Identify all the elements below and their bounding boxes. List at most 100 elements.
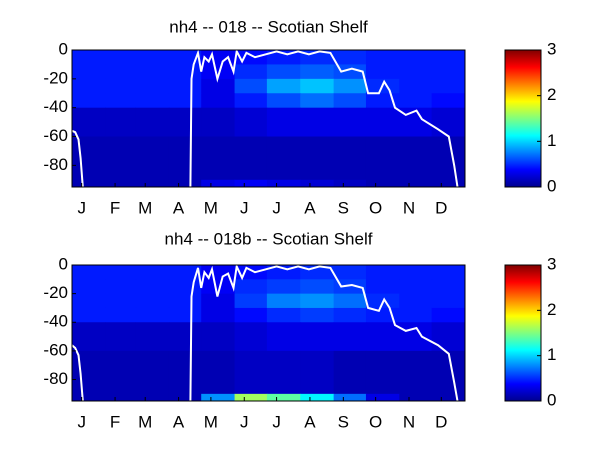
heat-cell: [399, 350, 433, 395]
heat-cell: [168, 293, 202, 309]
heat-cell: [168, 50, 202, 65]
heat-cell: [201, 307, 236, 323]
heat-cell: [72, 307, 106, 323]
heat-cell: [135, 393, 170, 402]
heat-cell: [234, 293, 268, 309]
heat-cell: [399, 322, 433, 352]
chart-title: nh4 -- 018b -- Scotian Shelf: [165, 229, 373, 248]
heat-cell: [365, 322, 400, 352]
heat-cell: [201, 322, 236, 352]
heat-cell: [234, 93, 268, 109]
heat-cell: [105, 265, 137, 280]
heat-cell: [431, 136, 466, 181]
heat-cell: [168, 136, 202, 181]
axes-frame: [71, 264, 466, 402]
heat-cell: [300, 93, 335, 109]
heat-cell: [168, 107, 202, 138]
heat-cell: [234, 136, 268, 181]
heat-cell: [431, 279, 466, 295]
colorbar-tick-label: 3: [547, 254, 556, 273]
heat-cell: [431, 93, 466, 109]
heat-cell: [266, 322, 301, 352]
heat-cell: [234, 307, 268, 323]
heat-cell: [266, 279, 301, 295]
heat-cell: [234, 78, 268, 94]
x-tick-label: J: [272, 198, 281, 217]
heat-cell: [399, 279, 433, 295]
heat-cell: [72, 93, 106, 109]
heat-cell: [72, 107, 106, 138]
heat-cell: [201, 93, 236, 109]
x-tick-label: A: [173, 198, 185, 217]
heat-cell: [72, 179, 106, 188]
heat-cell: [135, 322, 170, 352]
heat-cell: [105, 307, 137, 323]
heat-cell: [333, 350, 367, 395]
heat-cell: [105, 107, 137, 138]
heat-cell: [105, 50, 137, 65]
heat-cell: [72, 350, 106, 395]
x-tick-label: D: [435, 198, 447, 217]
heat-cell: [333, 393, 367, 402]
colorbar-tick-label: 2: [547, 85, 556, 104]
heat-cell: [365, 393, 400, 402]
heat-cell: [266, 179, 301, 188]
heat-cell: [266, 293, 301, 309]
heat-cell: [333, 322, 367, 352]
heat-cell: [234, 322, 268, 352]
heat-cell: [431, 50, 466, 65]
x-tick-label: M: [138, 198, 152, 217]
heat-cell: [333, 107, 367, 138]
heat-cell: [135, 107, 170, 138]
heat-cell: [72, 293, 106, 309]
mixed-layer-line: [71, 262, 459, 402]
heat-cell: [105, 393, 137, 402]
heat-cell: [135, 136, 170, 181]
heat-cell: [135, 279, 170, 295]
heat-cell: [399, 50, 433, 65]
heat-cell: [399, 136, 433, 181]
heat-cell: [365, 307, 400, 323]
mixed-layer-line: [71, 48, 459, 188]
heat-cell: [300, 322, 335, 352]
heat-cell: [333, 265, 367, 280]
heat-cell: [365, 179, 400, 188]
heat-cell: [431, 179, 466, 188]
heat-cell: [168, 78, 202, 94]
x-tick-label: D: [435, 412, 447, 431]
heat-cell: [300, 393, 335, 402]
x-tick-label: S: [338, 412, 349, 431]
heat-cell: [168, 322, 202, 352]
chart-title: nh4 -- 018 -- Scotian Shelf: [169, 17, 368, 36]
heat-cell: [300, 136, 335, 181]
x-tick-label: M: [204, 198, 218, 217]
heat-cell: [300, 107, 335, 138]
colorbar: [504, 264, 542, 402]
heat-cell: [300, 307, 335, 323]
heat-cell: [333, 279, 367, 295]
heat-cell: [333, 78, 367, 94]
heat-cell: [431, 350, 466, 395]
heat-cell: [300, 78, 335, 94]
y-tick-label: -60: [43, 340, 68, 359]
x-tick-label: J: [272, 412, 281, 431]
heat-cell: [72, 64, 106, 80]
heat-cell: [365, 350, 400, 395]
heat-cell: [399, 179, 433, 188]
y-tick-label: -80: [43, 155, 68, 174]
heat-cell: [431, 64, 466, 80]
heat-cell: [333, 64, 367, 80]
heat-cell: [300, 64, 335, 80]
heat-cell: [234, 179, 268, 188]
heat-cell: [333, 293, 367, 309]
heat-cell: [72, 393, 106, 402]
heat-cell: [431, 107, 466, 138]
heat-cell: [266, 393, 301, 402]
heat-cell: [105, 93, 137, 109]
heat-cell: [135, 307, 170, 323]
heat-cell: [234, 279, 268, 295]
heat-cell: [266, 350, 301, 395]
x-tick-label: M: [138, 412, 152, 431]
x-tick-label: J: [77, 412, 86, 431]
heat-cell: [135, 265, 170, 280]
